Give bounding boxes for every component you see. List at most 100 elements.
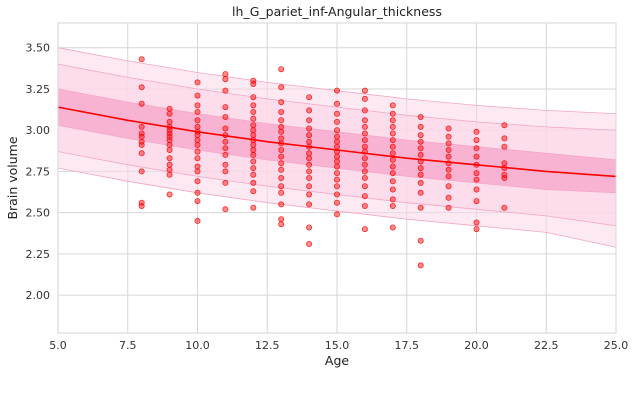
- fit-curve-group: [57, 106, 617, 178]
- data-point: [389, 224, 396, 231]
- data-point: [445, 173, 452, 180]
- data-point: [250, 102, 257, 109]
- data-point: [306, 224, 313, 231]
- data-point: [222, 71, 229, 78]
- y-tick-label: 3.25: [26, 83, 51, 96]
- x-tick-label: 22.5: [534, 339, 559, 352]
- data-point: [389, 156, 396, 163]
- y-tick-label: 3.00: [26, 124, 51, 137]
- data-point: [166, 161, 173, 168]
- data-point: [194, 123, 201, 130]
- data-point: [278, 201, 285, 208]
- data-point: [417, 171, 424, 178]
- data-point: [194, 132, 201, 139]
- data-point: [278, 117, 285, 124]
- data-point: [361, 193, 368, 200]
- data-point: [278, 84, 285, 91]
- x-axis-label: Age: [325, 353, 349, 368]
- data-point: [389, 137, 396, 144]
- data-point: [361, 117, 368, 124]
- data-point: [250, 81, 257, 88]
- data-point: [306, 138, 313, 145]
- x-tick-label: 5.0: [49, 339, 67, 352]
- data-point: [417, 179, 424, 186]
- data-point: [194, 198, 201, 205]
- data-point: [473, 226, 480, 233]
- data-point: [473, 153, 480, 160]
- data-point: [166, 141, 173, 148]
- data-point: [333, 191, 340, 198]
- data-point: [473, 186, 480, 193]
- data-point: [333, 87, 340, 94]
- data-point: [333, 127, 340, 134]
- data-point: [333, 163, 340, 170]
- data-point: [389, 117, 396, 124]
- data-point: [194, 155, 201, 162]
- y-tick-labels: 2.00 2.25 2.50 2.75 3.00 3.25 3.50: [26, 42, 51, 302]
- data-point: [361, 202, 368, 209]
- data-point: [333, 176, 340, 183]
- data-point: [445, 166, 452, 173]
- data-point: [445, 204, 452, 211]
- data-point: [194, 217, 201, 224]
- data-point: [194, 102, 201, 109]
- data-point: [361, 174, 368, 181]
- data-point: [361, 130, 368, 137]
- data-point: [361, 123, 368, 130]
- x-tick-label: 10.0: [185, 339, 210, 352]
- data-point: [250, 165, 257, 172]
- data-point: [222, 125, 229, 132]
- data-point: [306, 155, 313, 162]
- data-point: [389, 196, 396, 203]
- data-point: [445, 125, 452, 132]
- data-point: [166, 137, 173, 144]
- data-point: [361, 168, 368, 175]
- data-point: [166, 118, 173, 125]
- data-point: [222, 76, 229, 83]
- data-point: [278, 99, 285, 106]
- data-point: [417, 189, 424, 196]
- data-point: [222, 87, 229, 94]
- data-point: [306, 125, 313, 132]
- data-point: [278, 160, 285, 167]
- data-point: [138, 133, 145, 140]
- data-point: [278, 109, 285, 116]
- data-point: [250, 94, 257, 101]
- data-point: [473, 219, 480, 226]
- x-tick-labels: 5.0 7.5 10.0 12.5 15.0 17.5 20.0 22.5 25.0: [49, 339, 628, 352]
- y-tick-label: 2.00: [26, 289, 51, 302]
- data-point: [333, 158, 340, 165]
- x-tick-label: 20.0: [464, 339, 489, 352]
- data-point: [278, 216, 285, 223]
- data-point: [194, 163, 201, 170]
- data-point: [501, 174, 508, 181]
- data-point: [250, 127, 257, 134]
- data-point: [361, 155, 368, 162]
- y-tick-label: 3.50: [26, 42, 51, 55]
- data-point: [306, 240, 313, 247]
- data-point: [333, 110, 340, 117]
- data-point: [138, 168, 145, 175]
- data-point: [278, 123, 285, 130]
- data-point: [306, 183, 313, 190]
- data-point: [361, 137, 368, 144]
- data-point: [222, 138, 229, 145]
- data-point: [250, 115, 257, 122]
- data-point: [222, 145, 229, 152]
- data-point: [278, 189, 285, 196]
- data-point: [361, 226, 368, 233]
- data-point: [361, 183, 368, 190]
- data-point: [250, 171, 257, 178]
- data-point: [194, 79, 201, 86]
- data-point: [306, 168, 313, 175]
- data-point: [222, 151, 229, 158]
- data-point: [138, 84, 145, 91]
- data-point: [166, 171, 173, 178]
- data-point: [278, 66, 285, 73]
- data-point: [333, 133, 340, 140]
- data-point: [473, 170, 480, 177]
- data-point: [250, 146, 257, 153]
- data-point: [138, 100, 145, 107]
- data-point: [389, 178, 396, 185]
